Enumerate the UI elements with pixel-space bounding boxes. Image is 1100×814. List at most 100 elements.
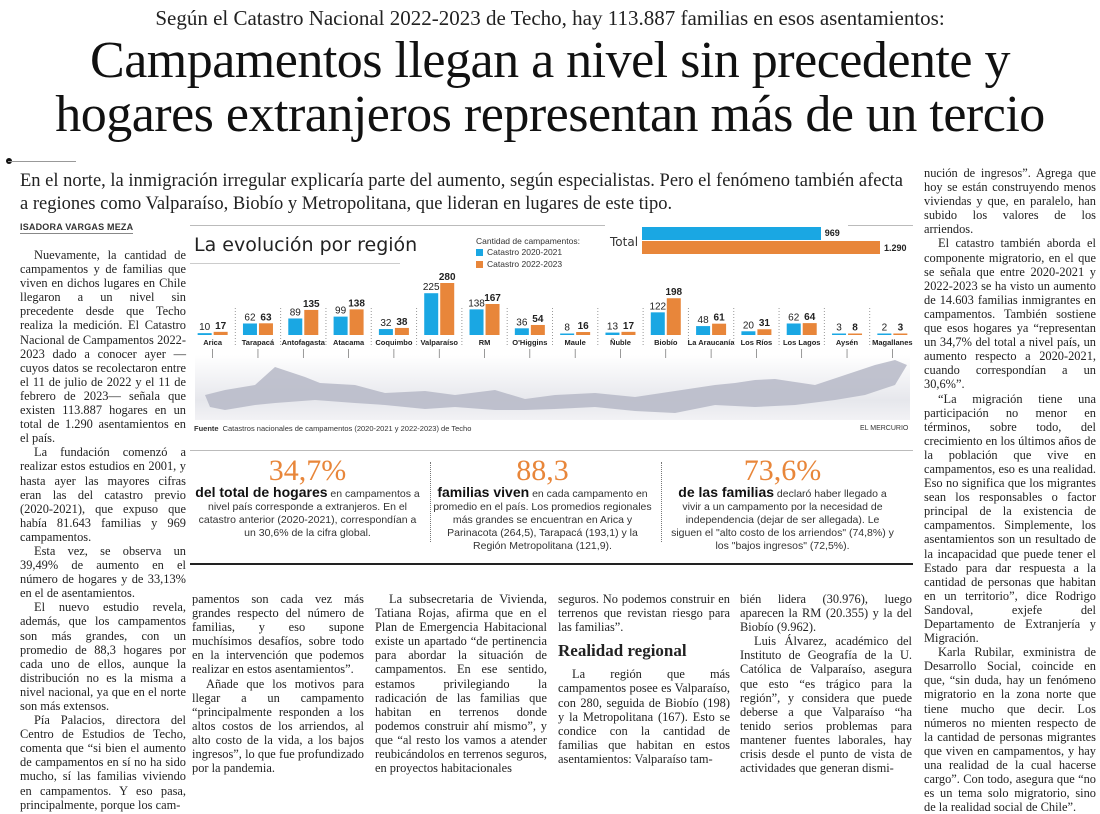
category-label: Arica	[203, 338, 223, 347]
data-label: 48	[698, 315, 710, 326]
data-label: 16	[578, 321, 590, 332]
bar-2022	[258, 323, 273, 335]
data-label: 225	[423, 282, 440, 293]
bar-2022	[485, 303, 500, 335]
bar-2020	[288, 318, 303, 335]
data-label: 64	[804, 312, 816, 323]
bar-2020	[197, 333, 212, 335]
headline: Campamentos llegan a nivel sin precedent…	[0, 34, 1100, 142]
bar-2022	[576, 332, 591, 335]
divider	[430, 462, 431, 542]
chile-map	[195, 355, 910, 420]
bar-2022	[213, 331, 228, 335]
paragraph: nución de ingresos”. Agrega que hoy se e…	[924, 166, 1096, 237]
bar-2020	[650, 312, 665, 335]
category-label: Biobío	[654, 338, 678, 347]
category-label: Magallanes	[872, 338, 912, 347]
legend-label-2022: Catastro 2022-2023	[487, 259, 563, 269]
bar-2022	[349, 309, 364, 335]
divider	[190, 450, 913, 451]
stat-lead: familias viven	[437, 484, 530, 500]
data-label: 138	[348, 298, 365, 309]
data-label: 17	[623, 321, 635, 332]
data-label: 99	[335, 306, 347, 317]
paragraph: Añade que los motivos para llegar a un c…	[192, 676, 364, 776]
data-label: 8	[564, 323, 570, 334]
bar-2022	[530, 324, 545, 335]
bar-2020	[560, 333, 575, 335]
paragraph: Nuevamente, la cantidad de campamentos y…	[20, 248, 186, 446]
article-column-1: Nuevamente, la cantidad de campamentos y…	[20, 248, 186, 812]
chile-map-shape	[205, 360, 907, 413]
source-label: Fuente	[194, 424, 219, 433]
deck: En el norte, la inmigración irregular ex…	[20, 171, 904, 214]
stat-value: 34,7%	[268, 454, 347, 487]
stat-value: 88,3	[516, 454, 569, 487]
total-bar-2020	[642, 227, 821, 240]
data-label: 62	[788, 312, 800, 323]
paragraph: pamentos son cada vez más grandes respec…	[192, 592, 364, 677]
category-label: Maule	[565, 338, 586, 347]
bar-2020	[877, 333, 892, 335]
bar-2022	[893, 333, 908, 335]
data-label: 8	[852, 323, 858, 334]
total-bar-2022	[642, 241, 880, 254]
bar-2020	[605, 332, 620, 335]
paragraph: bién lidera (30.976), luego aparecen la …	[740, 592, 912, 635]
total-label: Total	[610, 235, 639, 249]
category-label: Coquimbo	[375, 338, 412, 347]
category-label: Los Lagos	[783, 338, 821, 347]
paragraph: El catastro también aborda el componente…	[924, 236, 1096, 392]
data-label: 167	[484, 293, 501, 304]
data-label: 38	[396, 317, 408, 328]
bar-2020	[696, 326, 711, 335]
legend-item-2020: Catastro 2020-2021	[476, 246, 580, 258]
data-label: 138	[468, 298, 485, 309]
stat-value: 73,6%	[743, 454, 822, 487]
data-label: 3	[898, 323, 904, 334]
paragraph: El nuevo estudio revela, además, que los…	[20, 600, 186, 713]
bar-2022	[848, 333, 863, 335]
stat-lead: de las familias	[678, 484, 775, 500]
source-text: Catastros nacionales de campamentos (202…	[222, 424, 472, 433]
legend-label-2020: Catastro 2020-2021	[487, 247, 563, 257]
data-label: 17	[215, 321, 227, 332]
bar-2020	[378, 329, 393, 335]
category-label: O'Higgins	[512, 338, 547, 347]
article-column-2: pamentos son cada vez más grandes respec…	[192, 592, 364, 775]
category-label: Tarapacá	[242, 338, 275, 347]
data-label: 122	[649, 301, 666, 312]
stat-box-2: 88,3 familias viven en cada campamento e…	[430, 456, 655, 553]
article-column-4: seguros. No podemos construir en terreno…	[558, 592, 730, 766]
data-label: 32	[380, 318, 392, 329]
legend-item-2022: Catastro 2022-2023	[476, 258, 580, 270]
paragraph: Pía Palacios, directora del Centro de Es…	[20, 713, 186, 812]
bar-2022	[304, 309, 319, 335]
paragraph: Esta vez, se observa un 39,49% de aument…	[20, 543, 186, 601]
total-value-2022: 1.290	[884, 243, 907, 253]
data-label: 280	[439, 272, 456, 283]
kicker: Según el Catastro Nacional 2022-2023 de …	[155, 6, 945, 30]
bar-2022	[440, 283, 455, 335]
divider	[190, 263, 400, 264]
paragraph: “La migración tiene una participación no…	[924, 391, 1096, 646]
chart-legend: Cantidad de campamentos: Catastro 2020-2…	[476, 236, 580, 270]
category-label: Ñuble	[610, 338, 631, 347]
byline: ISADORA VARGAS MEZA	[20, 222, 134, 234]
chart-source: Fuente Catastros nacionales de campamento…	[194, 424, 471, 433]
data-label: 62	[244, 312, 256, 323]
data-label: 2	[882, 323, 888, 334]
bar-2020	[832, 333, 847, 335]
bar-2020	[333, 316, 348, 335]
category-label: Atacama	[333, 338, 365, 347]
data-label: 13	[607, 322, 619, 333]
data-label: 135	[303, 299, 320, 310]
article-column-3: La subsecretaria de Vivienda, Tatiana Ro…	[375, 592, 547, 775]
paragraph: La subsecretaria de Vivienda, Tatiana Ro…	[375, 592, 547, 776]
data-label: 198	[665, 287, 682, 298]
category-label: Los Ríos	[741, 338, 773, 347]
stat-box-3: 73,6% de las familias declaró haber lleg…	[670, 456, 895, 553]
stat-lead: del total de hogares	[195, 484, 328, 500]
paragraph: La región que más campamentos posee es V…	[558, 667, 730, 766]
